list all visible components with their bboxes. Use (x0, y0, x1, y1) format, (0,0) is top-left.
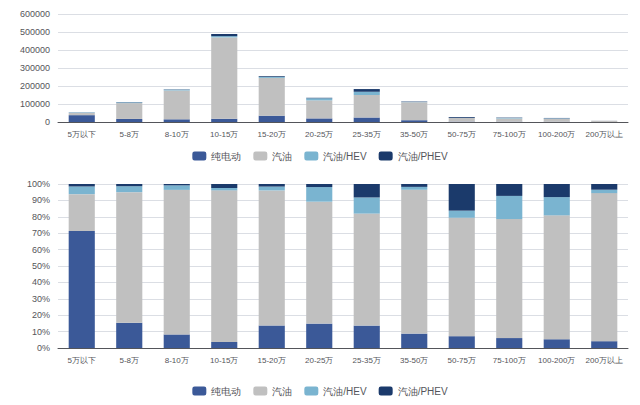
svg-text:100000: 100000 (20, 99, 50, 109)
svg-text:35-50万: 35-50万 (400, 356, 428, 365)
svg-text:25-35万: 25-35万 (353, 356, 381, 365)
svg-text:8-10万: 8-10万 (165, 356, 189, 365)
svg-text:汽油: 汽油 (272, 386, 292, 397)
svg-text:500000: 500000 (20, 27, 50, 37)
svg-text:15-20万: 15-20万 (258, 356, 286, 365)
svg-text:75-100万: 75-100万 (493, 130, 526, 139)
svg-text:10-15万: 10-15万 (210, 356, 238, 365)
svg-text:75-100万: 75-100万 (493, 356, 526, 365)
svg-text:汽油/HEV: 汽油/HEV (323, 386, 367, 397)
svg-text:0: 0 (45, 117, 50, 127)
svg-text:200万以上: 200万以上 (586, 356, 623, 365)
svg-text:400000: 400000 (20, 45, 50, 55)
svg-text:25-35万: 25-35万 (353, 130, 381, 139)
svg-text:20%: 20% (32, 310, 50, 320)
svg-text:20-25万: 20-25万 (305, 130, 333, 139)
svg-text:20-25万: 20-25万 (305, 356, 333, 365)
svg-text:8-10万: 8-10万 (165, 130, 189, 139)
svg-text:80%: 80% (32, 212, 50, 222)
svg-text:汽油/HEV: 汽油/HEV (323, 151, 367, 162)
svg-text:50-75万: 50-75万 (448, 356, 476, 365)
svg-text:300000: 300000 (20, 63, 50, 73)
svg-text:10-15万: 10-15万 (210, 130, 238, 139)
svg-text:纯电动: 纯电动 (211, 151, 241, 162)
svg-text:200000: 200000 (20, 81, 50, 91)
svg-text:5-8万: 5-8万 (119, 130, 139, 139)
svg-text:5万以下: 5万以下 (68, 356, 96, 365)
svg-text:纯电动: 纯电动 (211, 386, 241, 397)
svg-text:50-75万: 50-75万 (448, 130, 476, 139)
svg-text:5-8万: 5-8万 (119, 356, 139, 365)
svg-text:100%: 100% (27, 179, 50, 189)
svg-text:5万以下: 5万以下 (68, 130, 96, 139)
svg-text:100-200万: 100-200万 (538, 356, 575, 365)
svg-text:40%: 40% (32, 277, 50, 287)
svg-text:90%: 90% (32, 195, 50, 205)
svg-text:汽油/PHEV: 汽油/PHEV (398, 386, 448, 397)
svg-text:15-20万: 15-20万 (258, 130, 286, 139)
svg-text:35-50万: 35-50万 (400, 130, 428, 139)
svg-text:10%: 10% (32, 327, 50, 337)
svg-text:70%: 70% (32, 228, 50, 238)
svg-text:60%: 60% (32, 245, 50, 255)
svg-text:0%: 0% (37, 343, 50, 353)
svg-text:汽油: 汽油 (272, 151, 292, 162)
svg-text:600000: 600000 (20, 9, 50, 19)
svg-text:汽油/PHEV: 汽油/PHEV (398, 151, 448, 162)
svg-text:200万以上: 200万以上 (586, 130, 623, 139)
svg-text:50%: 50% (32, 261, 50, 271)
svg-text:30%: 30% (32, 294, 50, 304)
svg-text:100-200万: 100-200万 (538, 130, 575, 139)
